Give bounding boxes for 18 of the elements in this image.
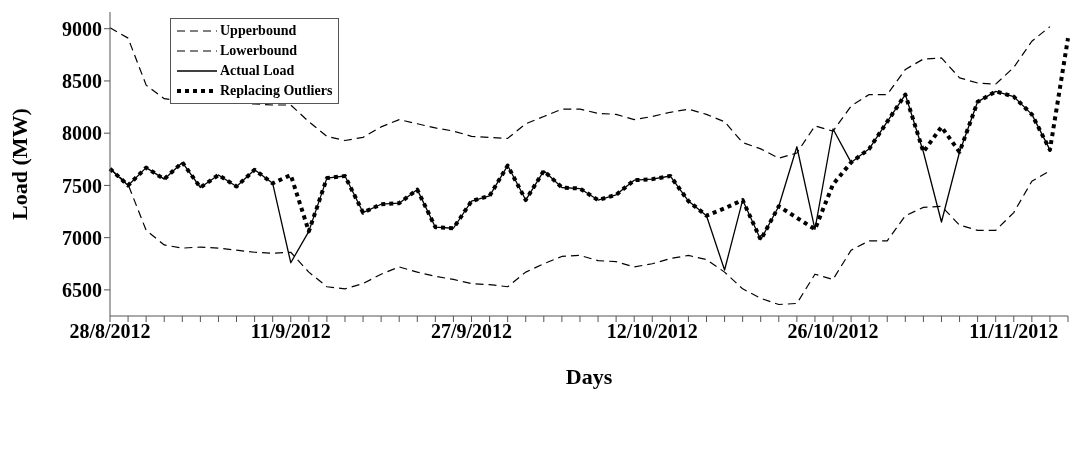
x-tick-label: 28/8/2012: [69, 320, 151, 343]
x-tick-label: 27/9/2012: [430, 320, 513, 343]
x-tick-label: 12/10/2012: [606, 320, 698, 343]
x-tick-label: 26/10/2012: [787, 320, 879, 343]
legend-label: Actual Load: [220, 63, 295, 79]
legend-label: Replacing Outliers: [220, 83, 333, 99]
y-tick-label: 6500: [62, 278, 102, 301]
y-tick-label: 9000: [62, 17, 102, 40]
legend-label: Upperbound: [220, 23, 297, 39]
y-axis-title: Load (MW): [7, 108, 33, 220]
y-tick-label: 8500: [62, 70, 102, 93]
x-tick-label: 11/11/2012: [969, 320, 1059, 343]
y-tick-label: 7000: [62, 226, 102, 249]
x-axis-title: Days: [565, 364, 613, 389]
y-tick-label: 7500: [62, 174, 102, 197]
x-tick-label: 11/9/2012: [250, 320, 331, 343]
y-tick-label: 8000: [62, 122, 102, 145]
legend-label: Lowerbound: [220, 43, 298, 59]
